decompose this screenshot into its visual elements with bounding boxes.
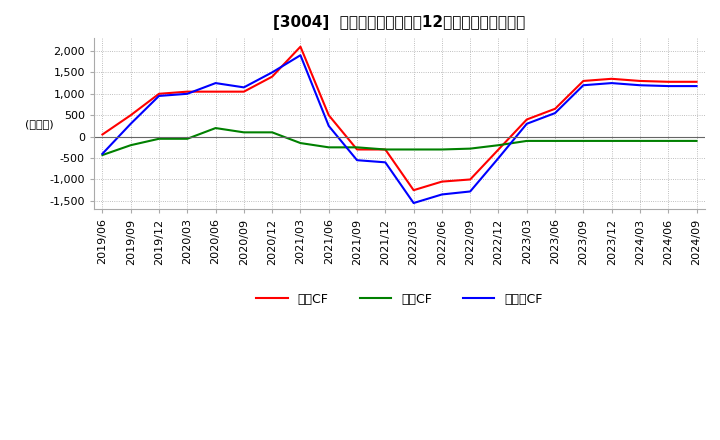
- 投資CF: [268, 130, 276, 135]
- 投資CF: [155, 136, 163, 141]
- 営業CF: [211, 89, 220, 94]
- 営業CF: [664, 79, 672, 84]
- 営業CF: [409, 187, 418, 193]
- 営業CF: [438, 179, 446, 184]
- 投資CF: [98, 152, 107, 158]
- フリーCF: [664, 84, 672, 89]
- 投資CF: [466, 146, 474, 151]
- 投資CF: [409, 147, 418, 152]
- フリーCF: [466, 189, 474, 194]
- 営業CF: [608, 76, 616, 81]
- 投資CF: [692, 138, 701, 143]
- 営業CF: [183, 89, 192, 94]
- フリーCF: [438, 192, 446, 197]
- 営業CF: [523, 117, 531, 122]
- 投資CF: [381, 147, 390, 152]
- 営業CF: [381, 147, 390, 152]
- 営業CF: [155, 91, 163, 96]
- 営業CF: [240, 89, 248, 94]
- フリーCF: [296, 53, 305, 58]
- 投資CF: [664, 138, 672, 143]
- 営業CF: [296, 44, 305, 49]
- フリーCF: [98, 151, 107, 156]
- 営業CF: [98, 132, 107, 137]
- フリーCF: [127, 121, 135, 126]
- 投資CF: [296, 140, 305, 146]
- フリーCF: [409, 200, 418, 205]
- 投資CF: [523, 138, 531, 143]
- 営業CF: [268, 74, 276, 79]
- 投資CF: [127, 143, 135, 148]
- 投資CF: [608, 138, 616, 143]
- Line: 投資CF: 投資CF: [102, 128, 696, 155]
- Y-axis label: (百万円): (百万円): [24, 119, 53, 129]
- 営業CF: [494, 147, 503, 152]
- 営業CF: [127, 113, 135, 118]
- フリーCF: [353, 158, 361, 163]
- 投資CF: [211, 125, 220, 131]
- Line: フリーCF: フリーCF: [102, 55, 696, 203]
- 投資CF: [353, 145, 361, 150]
- 投資CF: [240, 130, 248, 135]
- Line: 営業CF: 営業CF: [102, 47, 696, 190]
- フリーCF: [494, 155, 503, 161]
- フリーCF: [551, 110, 559, 116]
- 投資CF: [183, 136, 192, 141]
- フリーCF: [325, 123, 333, 128]
- フリーCF: [155, 93, 163, 99]
- 投資CF: [551, 138, 559, 143]
- Title: [3004]  キャッシュフローの12か月移動合計の推移: [3004] キャッシュフローの12か月移動合計の推移: [274, 15, 526, 30]
- 投資CF: [636, 138, 644, 143]
- 投資CF: [438, 147, 446, 152]
- Legend: 営業CF, 投資CF, フリーCF: 営業CF, 投資CF, フリーCF: [251, 288, 548, 311]
- フリーCF: [183, 91, 192, 96]
- フリーCF: [608, 81, 616, 86]
- 投資CF: [579, 138, 588, 143]
- 営業CF: [353, 147, 361, 152]
- フリーCF: [381, 160, 390, 165]
- フリーCF: [211, 81, 220, 86]
- フリーCF: [523, 121, 531, 126]
- 営業CF: [325, 113, 333, 118]
- 営業CF: [579, 78, 588, 84]
- 投資CF: [325, 145, 333, 150]
- フリーCF: [268, 70, 276, 75]
- 営業CF: [636, 78, 644, 84]
- フリーCF: [636, 83, 644, 88]
- 投資CF: [494, 143, 503, 148]
- 営業CF: [692, 79, 701, 84]
- フリーCF: [240, 85, 248, 90]
- フリーCF: [579, 83, 588, 88]
- 営業CF: [466, 177, 474, 182]
- 営業CF: [551, 106, 559, 111]
- フリーCF: [692, 84, 701, 89]
